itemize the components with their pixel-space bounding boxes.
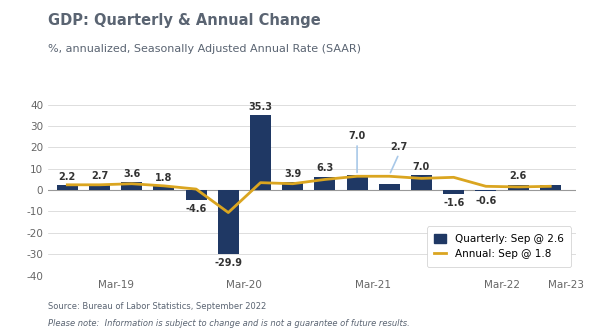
Text: GDP: Quarterly & Annual Change: GDP: Quarterly & Annual Change	[48, 13, 321, 29]
Text: 2.7: 2.7	[91, 171, 108, 181]
Text: -1.6: -1.6	[443, 198, 464, 208]
Text: -29.9: -29.9	[214, 258, 242, 268]
Bar	[411, 175, 432, 190]
Text: 1.8: 1.8	[155, 173, 173, 183]
Text: -4.6: -4.6	[185, 204, 207, 214]
Text: 35.3: 35.3	[248, 101, 272, 112]
Bar	[347, 175, 368, 190]
Text: 3.9: 3.9	[284, 169, 301, 179]
Bar	[57, 185, 78, 190]
Bar	[508, 184, 529, 190]
Text: 3.6: 3.6	[123, 169, 140, 179]
Text: 7.0: 7.0	[349, 131, 365, 141]
Text: 2.2: 2.2	[59, 172, 76, 182]
Legend: Quarterly: Sep @ 2.6, Annual: Sep @ 1.8: Quarterly: Sep @ 2.6, Annual: Sep @ 1.8	[427, 226, 571, 267]
Bar	[475, 190, 496, 192]
Bar	[443, 190, 464, 194]
Text: 6.3: 6.3	[316, 164, 334, 173]
Bar	[121, 182, 142, 190]
Bar	[282, 182, 303, 190]
Text: %, annualized, Seasonally Adjusted Annual Rate (SAAR): %, annualized, Seasonally Adjusted Annua…	[48, 44, 361, 54]
Bar	[540, 184, 561, 190]
Text: Source: Bureau of Labor Statistics, September 2022: Source: Bureau of Labor Statistics, Sept…	[48, 302, 266, 311]
Text: -0.6: -0.6	[475, 196, 496, 206]
Bar	[154, 186, 175, 190]
Bar	[379, 184, 400, 190]
Text: 2.6: 2.6	[509, 171, 527, 181]
Bar	[185, 190, 206, 200]
Text: 7.0: 7.0	[413, 162, 430, 172]
Text: Please note:  Information is subject to change and is not a guarantee of future : Please note: Information is subject to c…	[48, 319, 410, 328]
Bar	[218, 190, 239, 254]
Bar	[89, 184, 110, 190]
Bar	[250, 115, 271, 190]
Text: 2.7: 2.7	[391, 142, 407, 152]
Bar	[314, 177, 335, 190]
